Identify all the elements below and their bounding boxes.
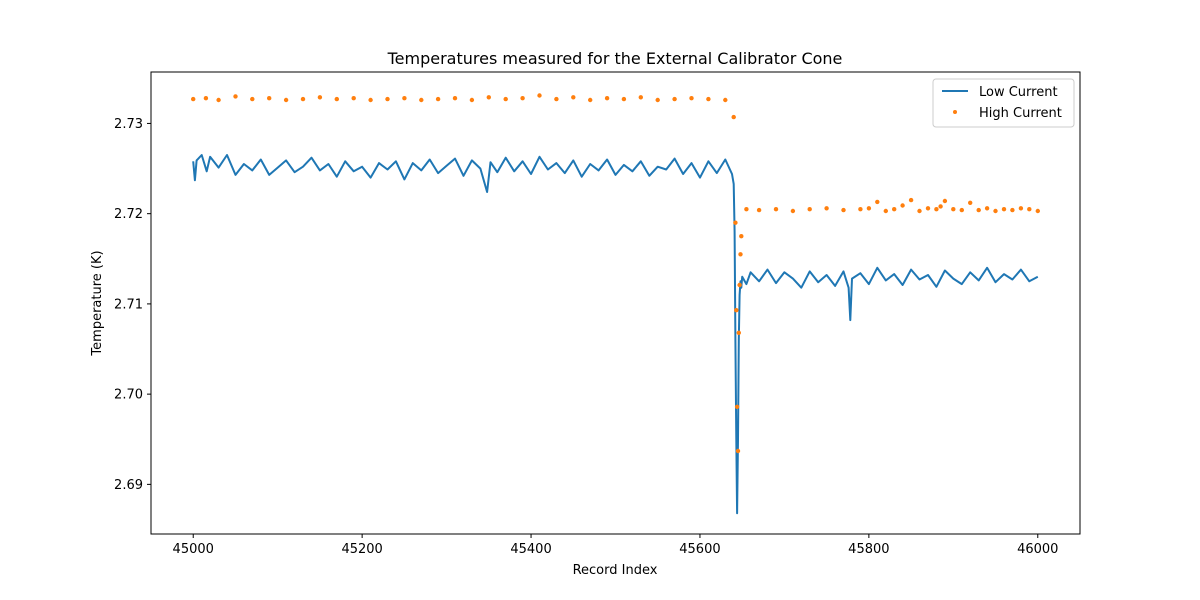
data-point-high-current: [841, 207, 846, 213]
data-point-high-current: [875, 199, 880, 205]
data-point-high-current: [976, 207, 981, 213]
data-point-high-current: [731, 114, 736, 120]
data-point-high-current: [756, 207, 762, 213]
data-point-high-current: [738, 252, 743, 257]
data-point-high-current: [968, 200, 973, 205]
data-point-high-current: [1027, 207, 1032, 212]
data-point-high-current: [486, 95, 491, 100]
y-axis: 2.69 2.70 2.71 2.72 2.73: [114, 117, 151, 493]
data-point-high-current: [655, 97, 660, 103]
data-point-high-current: [1010, 207, 1015, 213]
data-point-high-current: [737, 282, 742, 288]
data-point-high-current: [604, 96, 610, 101]
chart-title: Temperatures measured for the External C…: [387, 49, 843, 68]
data-point-high-current: [908, 197, 914, 203]
data-point-high-current: [203, 96, 209, 101]
data-point-high-current: [744, 207, 749, 212]
x-tick-label: 45600: [679, 542, 720, 557]
x-tick-label: 45000: [173, 542, 214, 557]
plot-frame: [150, 71, 1081, 535]
x-tick-label: 46000: [1017, 542, 1058, 557]
data-point-high-current: [951, 207, 956, 212]
legend-swatch-high-current: [953, 110, 957, 114]
y-axis-title: Temperature (K): [90, 250, 105, 356]
x-tick-label: 45200: [341, 542, 382, 557]
data-point-high-current: [925, 206, 931, 211]
data-point-high-current: [402, 96, 407, 101]
data-point-high-current: [267, 96, 272, 101]
plot-area: [191, 93, 1041, 515]
data-point-high-current: [892, 207, 897, 212]
data-point-high-current: [621, 96, 627, 102]
data-point-high-current: [866, 206, 872, 211]
data-point-high-current: [858, 207, 863, 212]
data-point-high-current: [638, 95, 643, 100]
data-point-high-current: [900, 203, 905, 208]
data-point-high-current: [419, 97, 424, 103]
y-tick-label: 2.70: [114, 388, 143, 403]
data-point-high-current: [689, 96, 694, 101]
data-point-high-current: [773, 207, 779, 212]
data-point-high-current: [807, 207, 812, 212]
data-point-high-current: [520, 96, 525, 101]
y-tick-label: 2.71: [114, 297, 143, 312]
x-axis-title: Record Index: [573, 563, 658, 578]
legend-box: [932, 78, 1075, 128]
series-line-low-current: [192, 154, 1039, 515]
data-point-high-current: [917, 208, 922, 214]
data-point-high-current: [503, 96, 508, 102]
y-tick-label: 2.73: [114, 117, 143, 132]
data-point-high-current: [883, 208, 888, 214]
data-point-high-current: [938, 204, 943, 209]
data-point-high-current: [735, 448, 741, 454]
data-point-high-current: [1001, 207, 1007, 212]
data-point-high-current: [452, 96, 458, 101]
data-point-high-current: [736, 330, 741, 335]
data-point-high-current: [368, 97, 373, 103]
data-point-high-current: [934, 207, 939, 212]
legend-label-high-current: High Current: [979, 106, 1062, 121]
data-point-high-current: [283, 97, 289, 103]
data-point-high-current: [1018, 206, 1024, 211]
data-point-high-current: [554, 96, 559, 102]
data-point-high-current: [216, 97, 221, 103]
data-point-high-current: [824, 206, 829, 211]
data-point-high-current: [739, 234, 744, 239]
data-point-high-current: [435, 96, 441, 102]
data-point-high-current: [571, 95, 576, 100]
data-point-high-current: [469, 97, 475, 103]
x-tick-label: 45400: [510, 542, 551, 557]
data-point-high-current: [300, 96, 306, 102]
data-point-high-current: [317, 95, 323, 100]
data-point-high-current: [588, 97, 593, 103]
data-point-high-current: [250, 96, 255, 102]
data-point-high-current: [733, 220, 738, 225]
legend: Low Current High Current: [932, 78, 1075, 128]
data-point-high-current: [537, 93, 542, 98]
data-point-high-current: [672, 96, 677, 102]
data-point-high-current: [959, 207, 964, 213]
data-point-high-current: [706, 96, 711, 102]
data-point-high-current: [385, 96, 390, 102]
y-tick-label: 2.69: [114, 478, 143, 493]
data-point-high-current: [734, 308, 739, 313]
data-point-high-current: [351, 96, 356, 101]
data-point-high-current: [734, 404, 740, 409]
x-axis: 45000 45200 45400 45600 45800 46000: [173, 534, 1058, 557]
y-tick-label: 2.72: [114, 207, 143, 222]
data-point-high-current: [233, 94, 238, 99]
data-point-high-current: [191, 96, 196, 102]
x-tick-label: 45800: [848, 542, 889, 557]
data-point-high-current: [1035, 208, 1041, 214]
data-point-high-current: [984, 206, 990, 211]
data-point-high-current: [942, 198, 948, 204]
legend-label-low-current: Low Current: [979, 85, 1058, 100]
data-point-high-current: [723, 97, 728, 103]
series-points-high-current: [191, 93, 1041, 454]
data-point-high-current: [790, 208, 796, 214]
data-point-high-current: [993, 208, 998, 214]
data-point-high-current: [334, 96, 339, 102]
